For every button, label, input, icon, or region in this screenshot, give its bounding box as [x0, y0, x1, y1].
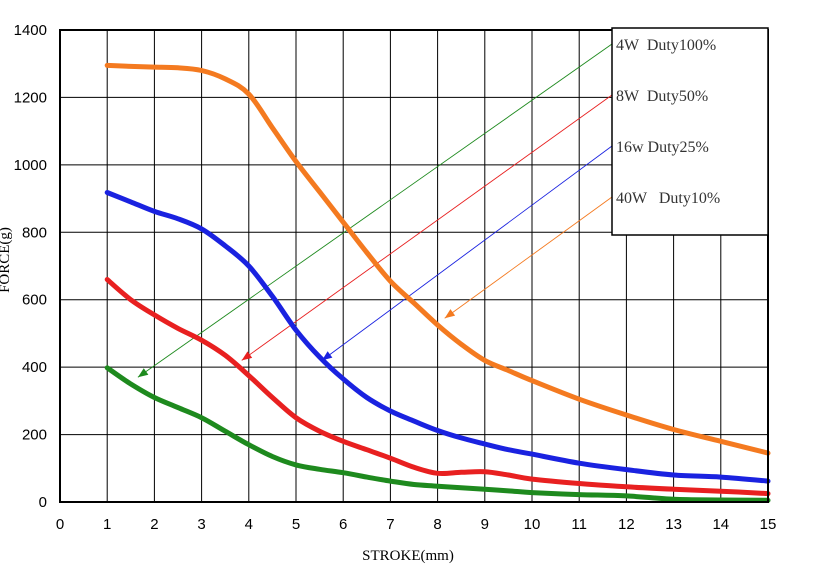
- x-tick-label-7: 7: [386, 516, 394, 533]
- x-tick-label-3: 3: [197, 516, 205, 533]
- y-tick-label-400: 400: [22, 359, 47, 376]
- legend-pointer-arrowhead-16w: [321, 351, 333, 361]
- x-tick-label-12: 12: [618, 516, 635, 533]
- y-tick-label-800: 800: [22, 224, 47, 241]
- x-tick-label-1: 1: [103, 516, 111, 533]
- x-tick-label-11: 11: [571, 516, 587, 533]
- legend-pointer-arrowhead-40w: [444, 309, 456, 319]
- legend-pointer-arrowhead-4w: [137, 368, 149, 378]
- x-tick-label-10: 10: [524, 516, 541, 533]
- legend-pointer-arrowhead-8w: [241, 351, 253, 361]
- legend-label-4w: 4W Duty100%: [616, 37, 716, 54]
- x-tick-label-4: 4: [245, 516, 253, 533]
- legend-label-8w: 8W Duty50%: [616, 88, 708, 105]
- series-line-4w: [104, 365, 771, 503]
- x-tick-label-13: 13: [665, 516, 682, 533]
- legend-label-16w: 16w Duty25%: [616, 139, 709, 156]
- y-axis-title: FORCE(g): [0, 227, 13, 293]
- x-axis-title: STROKE(mm): [362, 548, 454, 564]
- legend-pointer-line-16w: [321, 145, 613, 361]
- x-tick-label-0: 0: [56, 516, 64, 533]
- series-line-8w: [104, 277, 771, 497]
- legend-pointer-line-4w: [137, 43, 613, 378]
- y-tick-label-0: 0: [39, 494, 47, 511]
- legend-pointers: [137, 43, 613, 378]
- y-tick-label-1000: 1000: [14, 157, 47, 174]
- legend: 4W Duty100% 8W Duty50% 16w Duty25% 40W D…: [611, 27, 769, 236]
- series-line-40w: [104, 62, 771, 456]
- legend-pointer-line-40w: [444, 196, 613, 319]
- y-tick-label-600: 600: [22, 292, 47, 309]
- legend-label-40w: 40W Duty10%: [616, 190, 720, 207]
- y-tick-label-1200: 1200: [14, 89, 47, 106]
- legend-pointer-line-8w: [241, 94, 613, 361]
- x-tick-label-8: 8: [433, 516, 441, 533]
- x-tick-label-5: 5: [292, 516, 300, 533]
- x-tick-label-2: 2: [150, 516, 158, 533]
- plot-frame: [59, 29, 769, 503]
- legend-box: [611, 27, 769, 236]
- series-lines: [104, 62, 771, 503]
- tick-labels: 0 1 2 3 4 5 6 7 8 9 10 11 12 13 14 15020040060080010001…: [14, 22, 777, 533]
- x-tick-label-9: 9: [481, 516, 489, 533]
- y-tick-label-200: 200: [22, 427, 47, 444]
- x-tick-label-6: 6: [339, 516, 347, 533]
- x-tick-label-15: 15: [760, 516, 777, 533]
- plot-border: [59, 29, 769, 503]
- series-line-16w: [104, 190, 771, 484]
- y-tick-label-1400: 1400: [14, 22, 47, 39]
- x-tick-label-14: 14: [712, 516, 729, 533]
